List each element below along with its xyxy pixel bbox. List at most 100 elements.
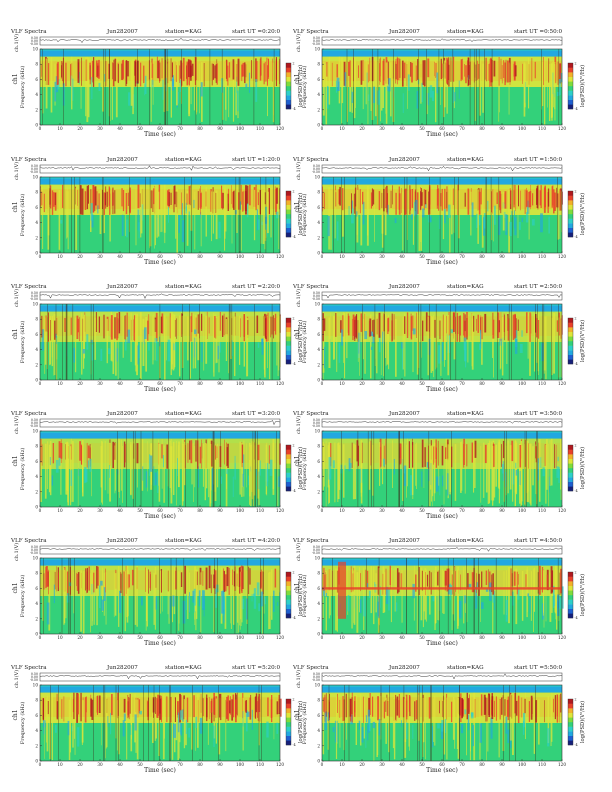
red-sferic-column (391, 313, 393, 341)
y-tick-label: 8 (317, 444, 320, 449)
colorbar-frame (567, 571, 574, 619)
yellow-column (102, 441, 103, 505)
full-height-sferic (137, 49, 138, 125)
yellow-column (367, 62, 369, 125)
yellow-column (335, 568, 337, 631)
full-height-sferic (439, 558, 440, 634)
red-sferic-column (460, 574, 461, 591)
red-sferic-column (197, 191, 199, 210)
x-tick-label: 50 (419, 635, 425, 640)
colorbar-frame (567, 444, 574, 492)
full-height-sferic (435, 304, 437, 380)
yellow-column (67, 191, 69, 250)
red-sferic-column (49, 185, 52, 209)
blue-patch (556, 466, 559, 478)
red-sferic-column (451, 574, 453, 595)
yellow-column (454, 699, 456, 749)
voltage-tick-label: 0.00 (31, 167, 38, 171)
colorbar-segment (286, 458, 291, 464)
full-height-sferic (221, 49, 223, 125)
yellow-column (45, 698, 47, 743)
red-sferic-column (214, 65, 216, 79)
yellow-column (206, 443, 208, 489)
yellow-column (533, 568, 534, 632)
red-sferic-column (450, 57, 452, 82)
yellow-column (375, 313, 376, 359)
y-tick-label: 0 (317, 123, 320, 128)
yellow-column (427, 316, 429, 376)
yellow-column (549, 440, 551, 486)
red-sferic-column (513, 571, 516, 586)
x-tick-label: 60 (157, 508, 163, 513)
red-sferic-column (127, 192, 129, 206)
voltage-tick-label: 0.50 (31, 291, 38, 295)
blue-patch (479, 723, 482, 743)
blue-patch (54, 81, 57, 102)
y-tick-label: 0 (35, 378, 38, 383)
red-sferic-column (147, 320, 149, 341)
red-sferic-column (438, 188, 440, 211)
yellow-column (330, 190, 332, 250)
blue-patch (348, 458, 351, 472)
full-height-sferic (149, 177, 151, 253)
yellow-column (493, 446, 496, 498)
yellow-column (73, 571, 75, 614)
yellow-column (431, 316, 434, 371)
voltage-axis-label: ch.1(V) (13, 34, 20, 52)
red-sferic-column (522, 63, 523, 84)
blue-patch (269, 459, 273, 476)
red-sferic-column (352, 573, 354, 592)
yellow-column (267, 316, 268, 369)
yellow-column (388, 692, 390, 753)
colorbar-segment (568, 72, 573, 77)
red-sferic-column (476, 318, 477, 331)
full-height-sferic (195, 49, 197, 125)
yellow-column (187, 567, 189, 619)
panel-date: Jun282007 (106, 29, 138, 35)
blue-patch (246, 598, 248, 620)
full-height-sferic (69, 558, 71, 634)
yellow-column (74, 699, 76, 755)
full-height-sferic (254, 431, 256, 507)
yellow-column (197, 314, 199, 361)
panel-start-time: start UT =3:20:0 (232, 411, 281, 417)
yellow-column (375, 573, 377, 613)
blue-patch (73, 347, 76, 363)
x-tick-label: 80 (479, 254, 485, 259)
blue-patch (239, 201, 241, 210)
blue-patch (245, 83, 248, 88)
x-tick-label: 60 (157, 254, 163, 259)
blue-patch (368, 590, 371, 599)
colorbar-segment (286, 468, 291, 473)
red-sferic-column (223, 313, 225, 336)
red-sferic-column (390, 567, 391, 590)
red-sferic-column (524, 698, 526, 714)
red-sferic-column (77, 59, 80, 83)
blue-patch (344, 465, 346, 471)
yellow-column (328, 317, 330, 368)
full-height-sferic (474, 558, 475, 634)
red-sferic-column (264, 313, 266, 338)
full-height-sferic (374, 304, 376, 380)
yellow-column (182, 443, 184, 502)
yellow-column (466, 698, 467, 756)
voltage-frame (39, 36, 281, 46)
y-tick-label: 0 (317, 632, 320, 637)
spectrogram-image (40, 177, 280, 253)
yellow-column (268, 572, 270, 630)
yellow-column (479, 59, 481, 116)
yellow-column (499, 60, 500, 113)
full-height-sferic (473, 558, 475, 634)
yellow-column (323, 444, 325, 487)
panel-title: VLF Spectra (292, 284, 329, 290)
red-sferic-column (471, 442, 474, 463)
red-sferic-column (193, 695, 195, 718)
red-sferic-column (546, 574, 548, 588)
full-height-sferic (474, 49, 476, 125)
yellow-column (547, 59, 548, 108)
red-sferic-column (88, 185, 89, 204)
yellow-column (354, 444, 357, 500)
colorbar-segment (286, 463, 291, 469)
spectrogram-panel: VLF Spectra Jun282007 station=KAG start UT … (10, 411, 304, 520)
yellow-column (554, 61, 556, 121)
